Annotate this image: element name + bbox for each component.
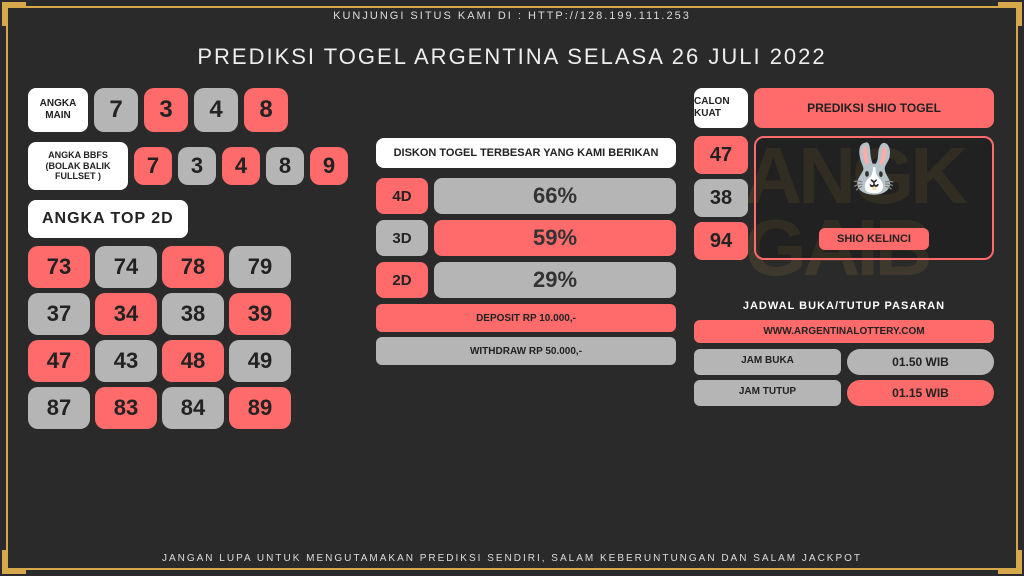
footer-text: JANGAN LUPA UNTUK MENGUTAMAKAN PREDIKSI … (0, 553, 1024, 564)
